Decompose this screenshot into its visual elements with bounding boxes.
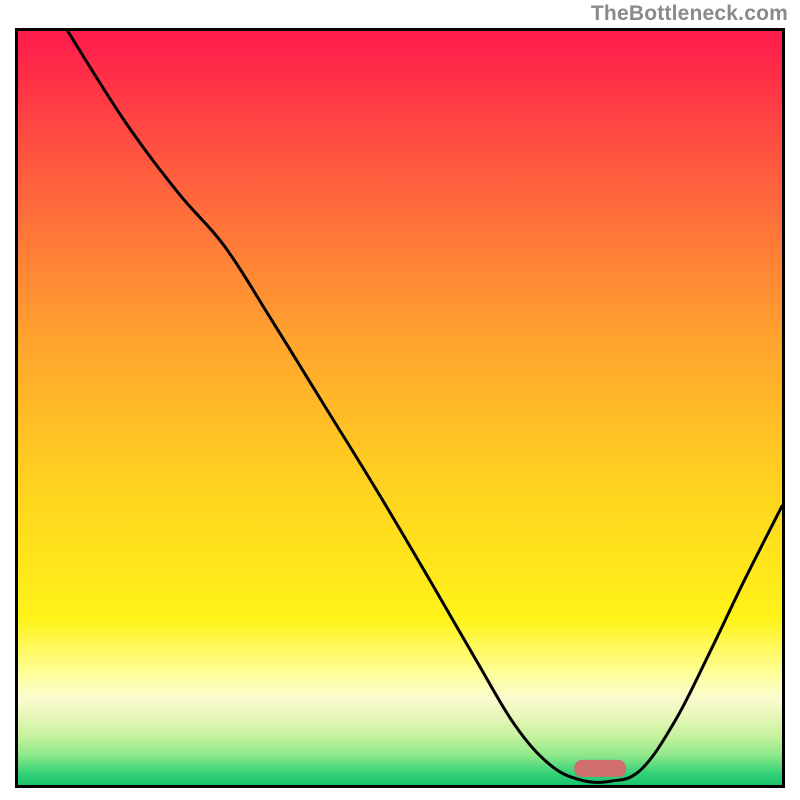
chart-background: [18, 31, 782, 785]
optimal-range-marker: [574, 760, 626, 777]
watermark-text: TheBottleneck.com: [591, 2, 788, 26]
bottleneck-chart: [15, 28, 785, 788]
chart-svg: [15, 28, 785, 788]
